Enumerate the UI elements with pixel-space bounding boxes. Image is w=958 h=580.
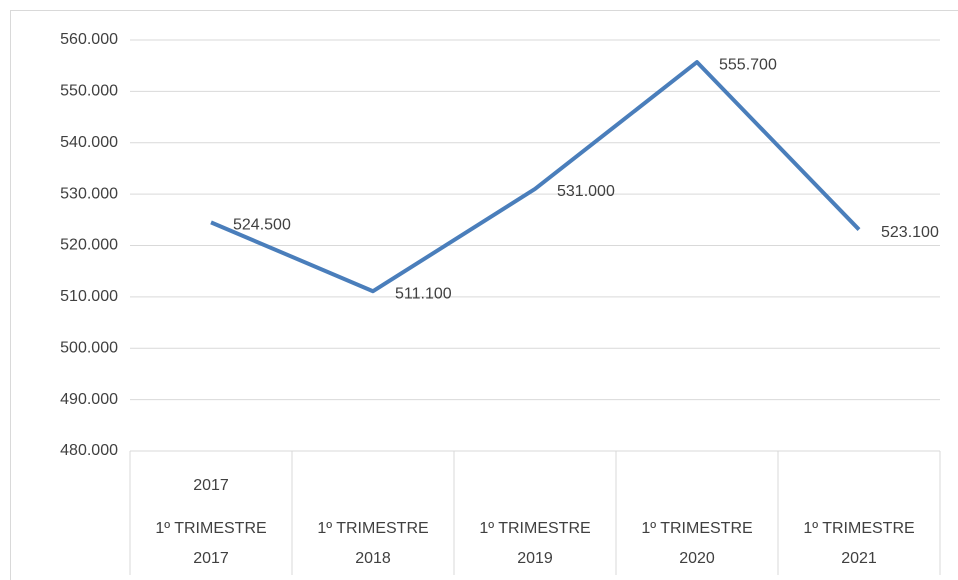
y-tick-label: 480.000	[60, 442, 118, 459]
x-tick-label: 1º TRIMESTRE 2019	[479, 520, 591, 567]
data-label: 531.000	[557, 183, 615, 200]
x-tick-label: 1º TRIMESTRE 2018	[317, 520, 429, 567]
y-tick-label: 550.000	[60, 83, 118, 100]
y-tick-label: 560.000	[60, 31, 118, 48]
x-tick-label: 1º TRIMESTRE 2017	[155, 520, 267, 567]
y-tick-label: 500.000	[60, 339, 118, 356]
data-label: 555.700	[719, 56, 777, 73]
y-tick-label: 530.000	[60, 185, 118, 202]
y-tick-label: 540.000	[60, 134, 118, 151]
y-tick-label: 490.000	[60, 391, 118, 408]
y-tick-label: 520.000	[60, 237, 118, 254]
y-tick-label: 510.000	[60, 288, 118, 305]
data-label: 511.100	[395, 285, 452, 302]
x-tick-label: 1º TRIMESTRE 2021	[803, 520, 915, 567]
chart-border	[10, 10, 958, 580]
x-group-label: 2017	[193, 477, 229, 494]
x-tick-label: 1º TRIMESTRE 2020	[641, 520, 753, 567]
data-label: 523.100	[881, 224, 939, 241]
data-label: 524.500	[233, 217, 291, 234]
data-line	[210, 60, 861, 294]
